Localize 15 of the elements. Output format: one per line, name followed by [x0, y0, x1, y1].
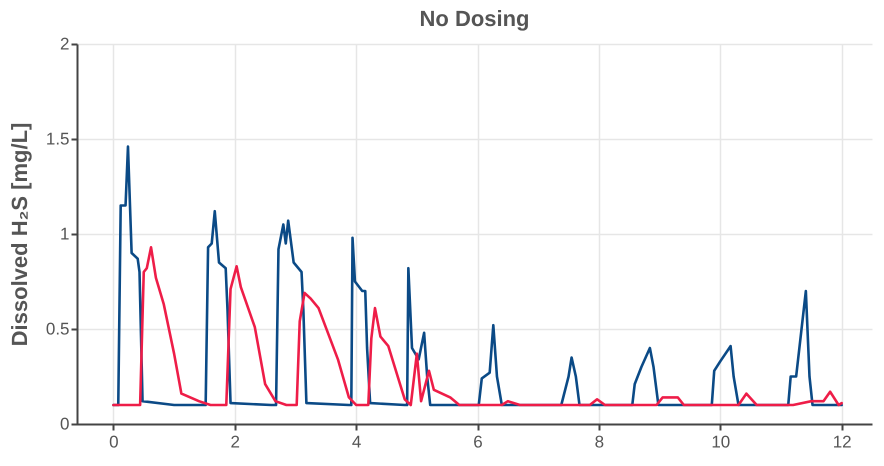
line-series: [112, 246, 843, 406]
y-tick-label: 0: [60, 414, 70, 434]
y-axis-title: Dissolved H₂S [mg/L]: [6, 122, 32, 346]
chart-title: No Dosing: [420, 6, 530, 31]
x-tick-label: 2: [230, 432, 240, 452]
y-tick-label: 1.5: [46, 130, 70, 148]
y-tick-label: 1: [60, 224, 70, 244]
x-tick-label: 8: [594, 432, 604, 452]
x-tick-label: 0: [109, 432, 119, 452]
x-tick-label: 12: [832, 432, 852, 452]
y-tick-label: 2: [60, 34, 70, 54]
x-tick-label: 10: [711, 432, 730, 452]
y-tick-label: 0.5: [46, 320, 70, 338]
x-tick-label: 6: [473, 432, 483, 452]
x-tick-label: 4: [352, 432, 362, 452]
